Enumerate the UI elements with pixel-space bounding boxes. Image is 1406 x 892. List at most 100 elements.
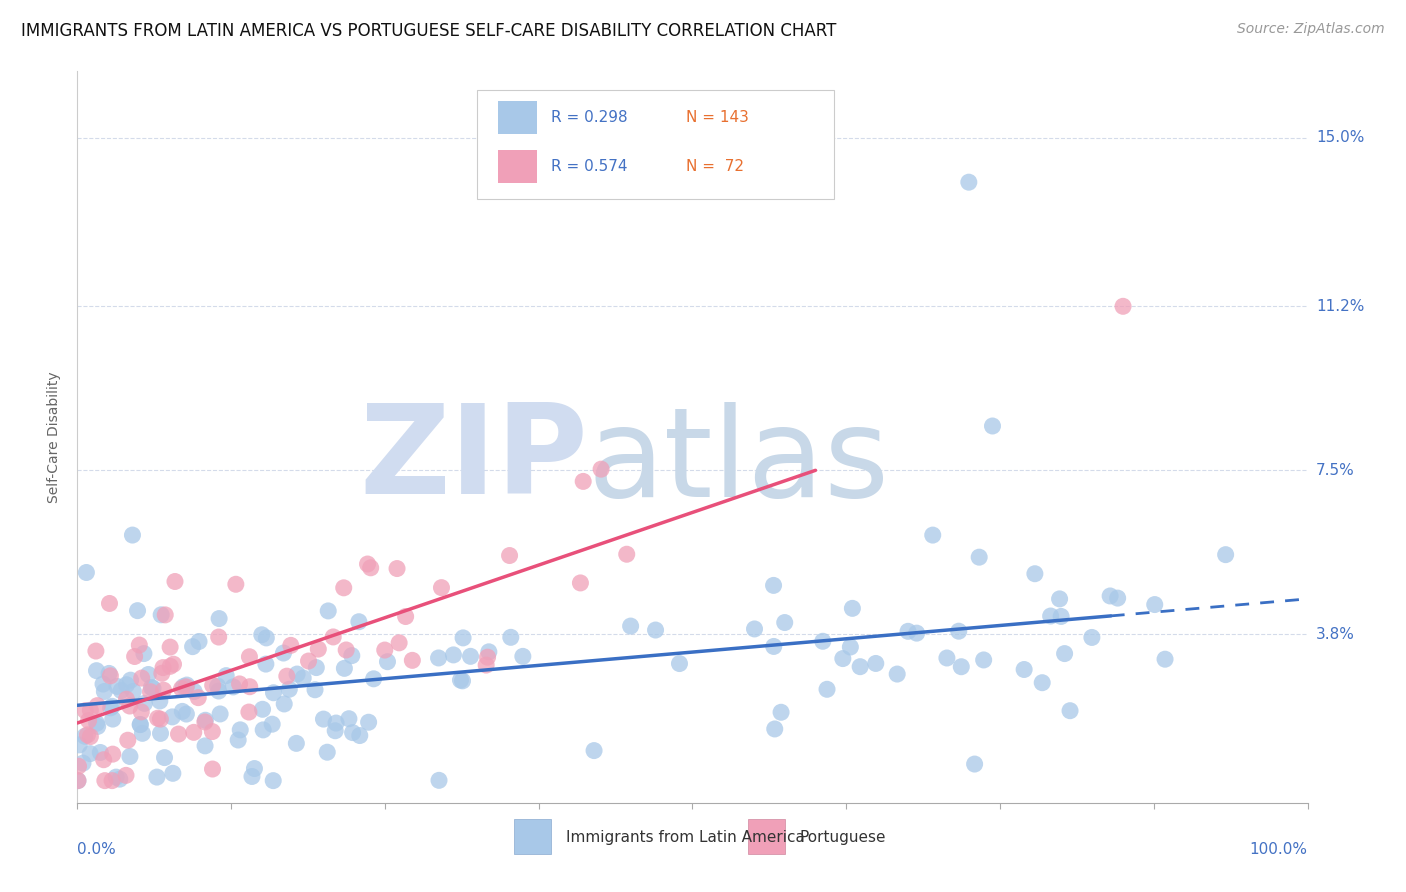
Point bbox=[430, 581, 453, 595]
Point bbox=[174, 680, 197, 694]
Point bbox=[357, 715, 380, 730]
Point bbox=[395, 609, 418, 624]
Point bbox=[79, 730, 101, 744]
Point bbox=[228, 677, 250, 691]
Point bbox=[176, 678, 198, 692]
Point bbox=[89, 746, 111, 760]
FancyBboxPatch shape bbox=[515, 819, 551, 854]
Point bbox=[811, 634, 834, 648]
Point bbox=[222, 680, 245, 694]
Point bbox=[132, 647, 155, 661]
Point bbox=[374, 643, 396, 657]
Point bbox=[335, 643, 357, 657]
Point bbox=[159, 659, 181, 673]
Point bbox=[115, 678, 138, 692]
Point bbox=[292, 671, 315, 685]
Point bbox=[108, 772, 131, 786]
Point bbox=[273, 697, 295, 711]
Point bbox=[120, 673, 142, 688]
Point bbox=[73, 729, 96, 743]
Point bbox=[1024, 566, 1046, 581]
Point bbox=[305, 660, 328, 674]
Point bbox=[377, 655, 399, 669]
Point bbox=[1154, 652, 1177, 666]
Point bbox=[297, 654, 319, 668]
Point bbox=[162, 710, 184, 724]
Point bbox=[139, 684, 162, 698]
Point bbox=[208, 684, 231, 698]
Text: N = 143: N = 143 bbox=[686, 110, 749, 125]
Point bbox=[498, 549, 520, 563]
Point bbox=[340, 648, 363, 663]
Point bbox=[770, 706, 793, 720]
Point bbox=[569, 576, 592, 591]
Point bbox=[322, 630, 344, 644]
Point bbox=[86, 698, 108, 713]
Point bbox=[93, 753, 115, 767]
Point bbox=[981, 419, 1004, 434]
Point bbox=[121, 528, 143, 542]
Point bbox=[325, 716, 347, 731]
Point bbox=[1050, 609, 1073, 624]
Point bbox=[304, 682, 326, 697]
Point bbox=[194, 714, 217, 729]
Text: Source: ZipAtlas.com: Source: ZipAtlas.com bbox=[1237, 22, 1385, 37]
Point bbox=[201, 762, 224, 776]
Point bbox=[451, 673, 474, 688]
Point bbox=[342, 725, 364, 739]
Point bbox=[332, 581, 354, 595]
Point bbox=[146, 770, 169, 784]
Point bbox=[572, 475, 595, 489]
Point bbox=[115, 768, 138, 782]
Point bbox=[897, 624, 920, 639]
Point bbox=[441, 648, 464, 662]
FancyBboxPatch shape bbox=[748, 819, 785, 854]
Point bbox=[401, 653, 423, 667]
Point bbox=[477, 650, 499, 665]
Point bbox=[75, 566, 97, 580]
Point bbox=[150, 607, 173, 622]
Point bbox=[208, 611, 231, 625]
Point bbox=[831, 651, 853, 665]
Point bbox=[162, 766, 184, 780]
FancyBboxPatch shape bbox=[498, 101, 537, 134]
Point bbox=[105, 680, 128, 694]
Point bbox=[963, 757, 986, 772]
Point bbox=[181, 640, 204, 654]
Point bbox=[75, 704, 97, 718]
Point bbox=[388, 636, 411, 650]
Point bbox=[188, 634, 211, 648]
Point bbox=[278, 682, 301, 697]
Point bbox=[152, 660, 174, 674]
Point bbox=[239, 680, 262, 694]
Text: 15.0%: 15.0% bbox=[1316, 130, 1364, 145]
Point bbox=[841, 601, 863, 615]
Point bbox=[349, 729, 371, 743]
Point bbox=[91, 677, 114, 691]
Point bbox=[363, 672, 385, 686]
Point bbox=[1039, 609, 1062, 624]
Y-axis label: Self-Care Disability: Self-Care Disability bbox=[48, 371, 62, 503]
Point bbox=[86, 719, 108, 733]
Point bbox=[115, 692, 138, 706]
Point bbox=[243, 762, 266, 776]
Point bbox=[101, 699, 124, 714]
Point bbox=[276, 669, 298, 683]
Point bbox=[886, 667, 908, 681]
Point bbox=[762, 640, 785, 654]
Text: N =  72: N = 72 bbox=[686, 159, 744, 174]
Point bbox=[450, 673, 472, 687]
Point bbox=[226, 733, 249, 747]
Point bbox=[141, 681, 163, 695]
Point bbox=[273, 646, 295, 660]
Point bbox=[201, 678, 224, 692]
Point bbox=[451, 631, 474, 645]
Point bbox=[323, 723, 346, 738]
Point bbox=[110, 683, 132, 698]
Point bbox=[307, 642, 329, 657]
Point bbox=[101, 773, 124, 788]
Point bbox=[183, 725, 205, 739]
Point bbox=[124, 649, 146, 664]
Text: IMMIGRANTS FROM LATIN AMERICA VS PORTUGUESE SELF-CARE DISABILITY CORRELATION CHA: IMMIGRANTS FROM LATIN AMERICA VS PORTUGU… bbox=[21, 22, 837, 40]
Point bbox=[155, 607, 177, 622]
